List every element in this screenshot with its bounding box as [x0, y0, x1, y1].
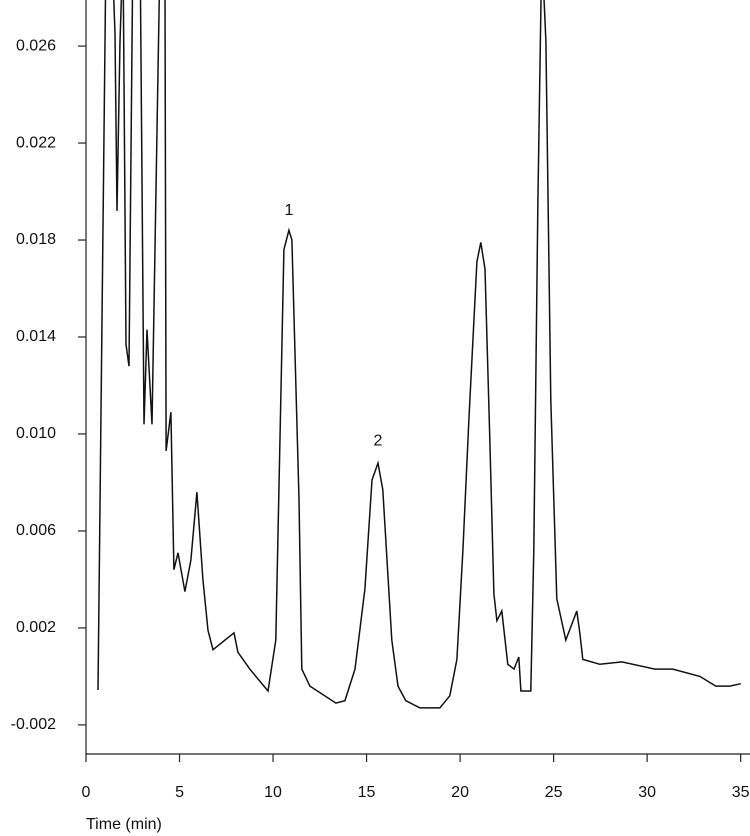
- x-tick-label: 25: [545, 784, 563, 801]
- x-tick-label: 35: [732, 784, 750, 801]
- x-tick-label: 30: [638, 784, 656, 801]
- x-axis-label: Time (min): [86, 816, 162, 833]
- peak-label: 1: [284, 202, 293, 219]
- x-tick-label: 20: [451, 784, 469, 801]
- x-tick-label: 10: [264, 784, 282, 801]
- y-tick-label: 0.006: [16, 522, 56, 539]
- x-tick-label: 0: [82, 784, 91, 801]
- x-tick-label: 15: [358, 784, 376, 801]
- chromatogram-line: [97, 0, 741, 709]
- y-tick-label: 0.010: [16, 425, 56, 442]
- y-tick-label: -0.002: [11, 716, 56, 733]
- y-tick-label: 0.018: [16, 231, 56, 248]
- peak-label: 2: [374, 432, 383, 449]
- y-tick-label: 0.014: [16, 328, 56, 345]
- y-tick-label: 0.026: [16, 37, 56, 54]
- y-tick-label: 0.002: [16, 619, 56, 636]
- x-tick-label: 5: [175, 784, 184, 801]
- y-tick-label: 0.022: [16, 134, 56, 151]
